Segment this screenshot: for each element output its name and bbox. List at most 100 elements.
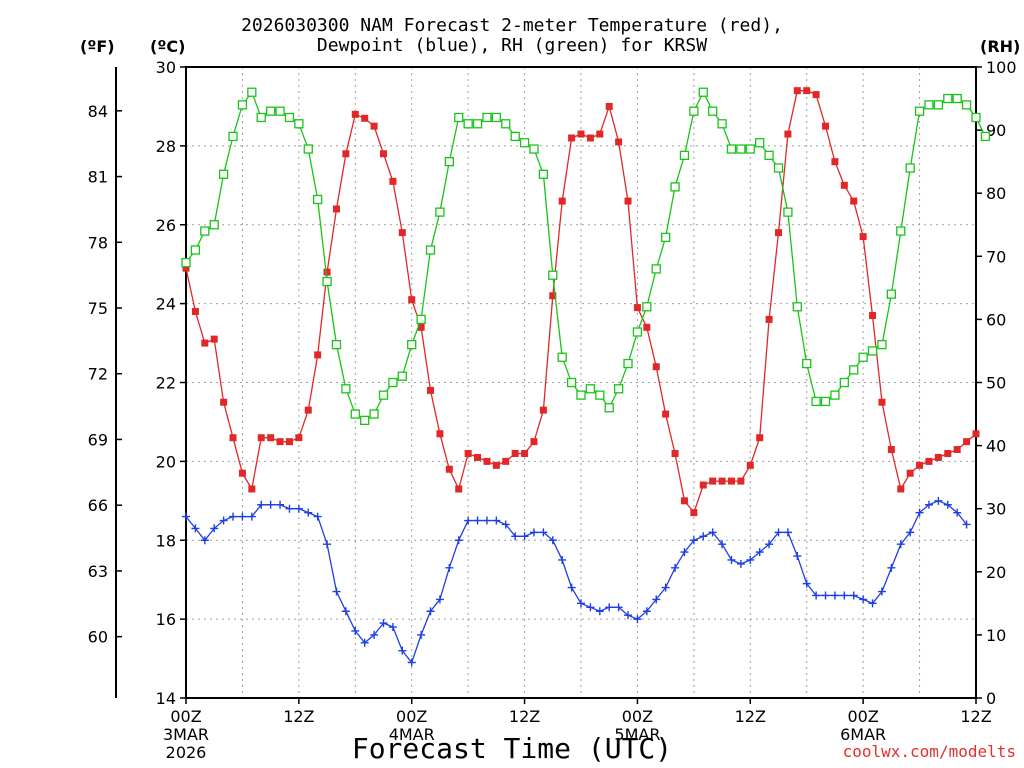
dewpoint-point [924,500,933,509]
dewpoint-point [812,591,821,600]
rh-point [275,106,285,116]
rh-point [642,302,652,312]
x-tick-label: 00Z [622,707,653,726]
dewpoint-point [877,587,886,596]
rh-point [660,232,671,243]
temperature-point [831,158,839,166]
temperature-point [380,150,387,158]
dewpoint-point [802,579,811,588]
dewpoint-point [276,500,285,509]
dewpoint-point [454,536,463,545]
dewpoint-point [285,504,294,513]
temperature-point [718,477,726,485]
dewpoint-point [351,626,360,635]
dewpoint-point [934,496,943,505]
dewpoint-point [492,516,501,525]
rh-point [237,100,248,110]
celsius-tick-label: 26 [156,216,176,235]
dewpoint-point [332,587,341,596]
rh-point [914,106,925,116]
dewpoint-point [407,658,416,667]
dewpoint-point [558,555,567,564]
rh-point [971,112,981,123]
celsius-tick-label: 14 [156,689,176,708]
rh-point [576,390,586,400]
dewpoint-point [906,528,915,537]
dewpoint-point [323,540,332,549]
rh-point [209,220,219,230]
dewpoint-point [529,528,538,537]
temperature-point [248,485,256,493]
rh-point [454,112,464,123]
dewpoint-point [915,508,924,517]
temperature-point [906,469,914,477]
rh-tick-label: 60 [986,310,1006,329]
fahrenheit-tick-label: 60 [88,628,108,647]
temperature-point [972,430,980,438]
dewpoint-point [821,591,830,600]
rh-point [256,112,266,123]
rh-point [360,415,370,426]
rh-point [858,352,868,362]
temperature-point [398,229,406,237]
rh-point [491,112,502,123]
temperature-point [483,457,491,465]
temperature-point [897,485,905,493]
temperature-point [276,438,284,446]
dewpoint-point [370,630,379,639]
temperature-point [492,461,500,469]
temperature-point [389,177,397,185]
dewpoint-point [247,512,256,521]
dewpoint-point [830,591,839,600]
temperature-point [502,457,510,465]
rh-tick-label: 20 [986,563,1006,582]
temperature-point [652,363,660,371]
dewpoint-point [642,607,651,616]
dewpoint-point [586,603,595,612]
x-tick-label: 12Z [960,707,991,726]
temperature-point [596,130,604,138]
chart-title-line2: Dewpoint (blue), RH (green) for KRSW [316,35,708,56]
temperature-point [690,509,698,517]
credit-link[interactable]: coolwx.com/modelts [842,742,1016,761]
rh-point [595,390,605,400]
rh-point [265,106,276,116]
fahrenheit-tick-label: 69 [88,430,108,449]
dewpoint-point [482,516,491,525]
rh-point [764,150,774,160]
rh-point [896,226,906,236]
dewpoint-point [783,528,792,537]
dewpoint-point [388,623,397,632]
dewpoint-point [765,540,774,549]
rh-point [397,371,407,381]
temperature-point [643,323,651,331]
temperature-point [746,461,754,469]
temperature-point [295,434,303,442]
dewpoint-point [708,528,717,537]
temperature-point [793,87,801,95]
temperature-point [474,453,482,461]
temperature-point [775,229,782,237]
rh-point [472,119,483,129]
dewpoint-point [229,512,238,521]
rh-point [632,327,643,337]
temperature-point [332,205,340,213]
rh-point [425,245,436,255]
fahrenheit-tick-label: 66 [88,496,108,515]
temperature-point [812,91,820,99]
rh-point [284,112,295,123]
dewpoint-point [774,528,783,537]
rh-point [519,138,530,148]
rh-point [604,403,614,413]
rh-point [726,144,737,154]
rh-point [877,339,887,350]
rh-tick-label: 0 [986,689,996,708]
temperature-point [822,122,830,130]
rh-point [820,396,831,407]
temperature-point [615,138,623,146]
rh-point [416,314,426,325]
temperature-point [859,233,867,241]
dewpoint-point [661,583,670,592]
temperature-point [539,406,547,414]
rh-point [181,257,191,268]
